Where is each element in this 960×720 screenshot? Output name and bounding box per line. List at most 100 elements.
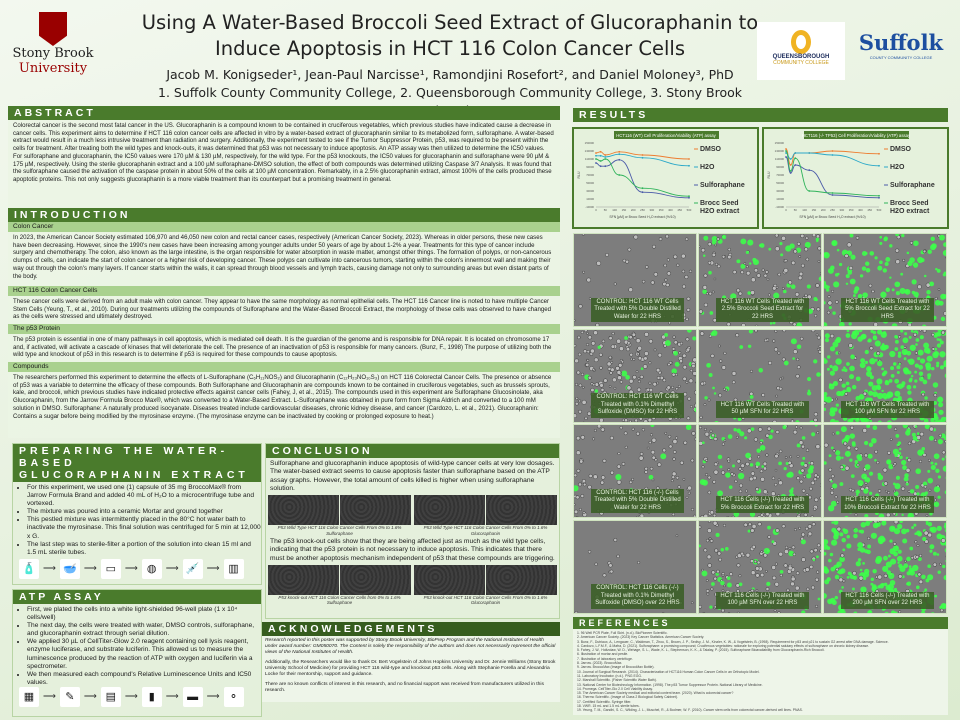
data-point (878, 164, 880, 167)
data-point (641, 191, 644, 194)
figure-caption: P53 knock-out HCT 116 Colon Cancer Cells… (278, 594, 401, 606)
reference-item: 4. Cardozo, L.F.M.F., & Mafra, D. (2021)… (577, 643, 870, 648)
legend-label: DMSO (700, 146, 722, 153)
data-point (789, 172, 792, 174)
legend-label: Brocc Seed (700, 200, 739, 207)
micrograph-label: CONTROL: HCT 116 WT Cells Treated with 5… (591, 297, 684, 322)
data-point (688, 164, 690, 167)
data-point (599, 150, 602, 153)
x-tick-label: 250 (830, 208, 835, 212)
chart-title-bg (804, 131, 909, 139)
reference-item: 7. Illustration of laboratory centrifuge… (577, 656, 633, 661)
data-point (595, 154, 597, 157)
conclusion-section: CONCLUSION Sulforaphane and glucoraphani… (265, 443, 560, 619)
data-point (831, 194, 834, 196)
micrograph-label: HCT 116 WT Cells Treated with 2.5% Brocc… (716, 297, 809, 322)
data-point (831, 154, 834, 156)
y-tick-label: 10000 (776, 197, 784, 201)
micrograph-label: HCT 116 WT Cells Treated with 100 µM SFN… (841, 400, 934, 418)
bullet-item: We then measured each compound's Relativ… (27, 671, 261, 687)
data-point (618, 158, 621, 161)
series-line-1 (595, 153, 690, 167)
data-point (595, 158, 597, 160)
data-point (595, 152, 597, 154)
y-tick-label: 110000 (775, 157, 785, 161)
micrograph-label: CONTROL: HCT 116 (-/-) Cells Treated wit… (591, 488, 684, 513)
micrograph-image: CONTROL: HCT 116 WT Cells Treated with 5… (573, 233, 697, 327)
x-tick-label: 150 (622, 208, 627, 212)
reference-item: 18. VWR. 15 mL and 1.5 mL sterile tubes. (577, 704, 640, 709)
spectrometer-icon: ▬ (182, 686, 203, 707)
y-tick-label: 50000 (776, 181, 784, 185)
x-tick-label: 50 (604, 208, 608, 212)
x-tick-label: 100 (612, 208, 617, 212)
atp-assay-section: ATP ASSAY First, we plated the cells int… (12, 589, 262, 717)
reference-item: 10. Journal of Surgical Research. (2014)… (577, 669, 760, 674)
assay-steps: ▦ ⟶ ✎ ⟶ ▤ ⟶ ▮ ⟶ ▬ ⟶ ⚬ (13, 686, 261, 709)
bullet-item: This pestled mixture was intermittently … (27, 516, 261, 540)
micrograph-image: HCT 116 Cells (-/-) Treated with 10% Bro… (823, 424, 947, 518)
section-heading: PREPARING THE WATER-BASED GLUCORAPHANIN E… (13, 444, 261, 482)
series-line-2 (785, 156, 880, 199)
data-point (688, 195, 690, 198)
reagent-bottle-icon: ▮ (141, 686, 162, 707)
legend-label: H2O extract (700, 208, 740, 215)
y-tick-label: 130000 (775, 149, 785, 153)
reference-item: 19. Yeung, T. M., Gandhi, S. C., Wilding… (577, 708, 803, 713)
section-heading: CONCLUSION (266, 444, 559, 458)
data-point (641, 187, 644, 190)
bullet-item: We applied 30 µL of CellTiter-Glow 2.0 r… (27, 638, 261, 670)
micrograph-label: HCT 116 WT Cells Treated with 5% Broccol… (841, 297, 934, 322)
micrograph-image: HCT 116 Cells (-/-) Treated with 100 µM … (698, 519, 822, 614)
legend-label: Sulforaphane (890, 182, 935, 189)
acknowledgements-section: ACKNOWLEDGEMENTS Research reported in th… (262, 622, 560, 702)
well-plate-icon: ▦ (19, 686, 39, 707)
reference-item: 6. Illustration of mortar and pestle. (577, 652, 629, 657)
pipette-icon: ✎ (59, 686, 80, 707)
biosafety-cabinet-icon: ▥ (223, 558, 244, 579)
references-section: REFERENCES 1. 96 Well PCR Plate, Full Sk… (573, 617, 948, 718)
y-tick-label: -10000 (775, 205, 784, 209)
micrograph-image: HCT 116 WT Cells Treated with 2.5% Brocc… (698, 233, 822, 327)
body-text: The p53 protein is essential in one of m… (8, 334, 560, 362)
micrograph-image: HCT 116 WT Cells Treated with 50 µM SFN … (698, 328, 822, 423)
logo-text: University (18, 61, 88, 76)
x-tick-label: 0 (595, 208, 597, 212)
y-tick-label: 30000 (586, 189, 594, 193)
subsection-heading: HCT 116 Colon Cancer Cells (8, 286, 560, 296)
chart-wt: HCT116 (WT) Cell Proliferation/Viability… (572, 127, 759, 229)
stony-brook-logo: Stony Brook University (8, 12, 98, 82)
reference-item: 1. 96 Well PCR Plate, Full Skirt. (n.d.)… (577, 631, 668, 635)
micrograph-image (486, 495, 557, 526)
water-bath-icon: ▭ (100, 558, 121, 579)
micrograph-image: HCT 116 Cells (-/-) Treated with 5% Broc… (698, 424, 822, 518)
micrograph-image: HCT 116 WT Cells Treated with 5% Broccol… (823, 233, 947, 327)
y-tick-label: 150000 (585, 141, 595, 145)
x-tick-label: 450 (677, 208, 682, 212)
data-point (604, 165, 607, 168)
chart-title: HCT116 (-/- TP53) Cell Proliferation/Via… (802, 133, 911, 138)
y-tick-label: 30000 (776, 189, 784, 193)
data-point (641, 156, 644, 159)
data-point (789, 164, 792, 166)
x-axis-label: SFN [µM] or Brocc Seed H₂O extract (%/10… (799, 215, 865, 219)
micrograph-image: CONTROL: HCT 116 WT Cells Treated with 0… (573, 328, 697, 423)
section-heading: ATP ASSAY (13, 590, 261, 604)
poster-title: Using A Water-Based Broccoli Seed Extrac… (141, 11, 759, 60)
body-text: The p53 knock-out cells show that they a… (270, 538, 555, 562)
micrograph-label: CONTROL: HCT 116 WT Cells Treated with 0… (591, 393, 684, 418)
micrograph-image (414, 495, 485, 526)
data-point (618, 150, 621, 153)
centrifuge-icon: ◍ (141, 558, 162, 579)
section-heading: ABSTRACT (8, 106, 560, 120)
y-tick-label: 110000 (585, 157, 595, 161)
micrograph-image (340, 564, 411, 595)
queensborough-logo: QUEENSBOROUGH COMMUNITY COLLEGE (757, 22, 845, 80)
reference-item: 17. Certified Scientific. Syringe filter… (577, 699, 632, 704)
legend-label: H2O (700, 164, 715, 171)
x-tick-label: 300 (839, 208, 844, 212)
legend-label: Brocc Seed (890, 200, 929, 207)
bullet-item: The next day, the cells were treated wit… (27, 622, 261, 638)
bullet-item: The mixture was poured into a ceramic Mo… (27, 508, 261, 516)
section-heading: INTRODUCTION (8, 208, 560, 222)
